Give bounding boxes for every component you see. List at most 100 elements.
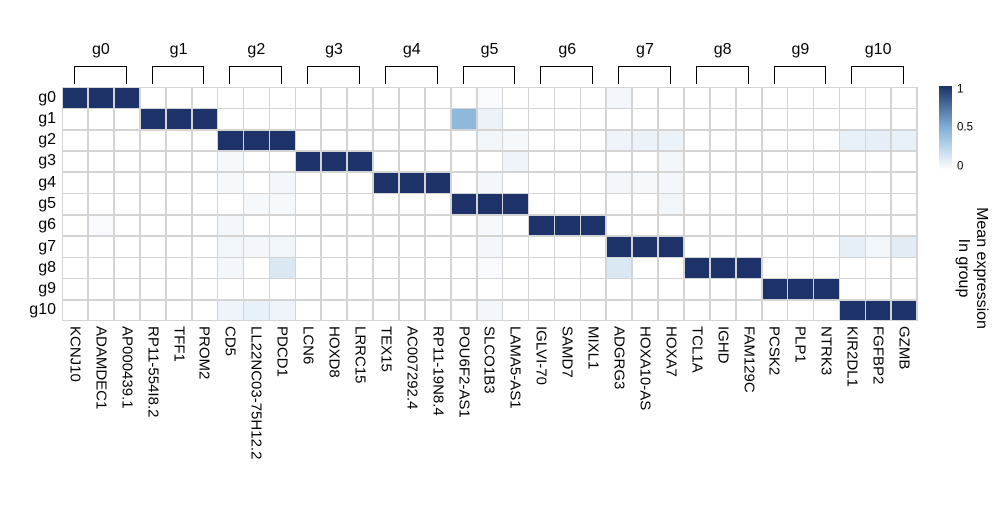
- heatmap-cell: [270, 258, 295, 278]
- heatmap-cell: [607, 279, 632, 300]
- heatmap-cell: [477, 151, 502, 172]
- heatmap-cell: [296, 151, 321, 172]
- heatmap-cell: [762, 236, 787, 257]
- heatmap-cell: [114, 151, 140, 172]
- heatmap-cell: [632, 194, 658, 215]
- heatmap-cell: [373, 300, 399, 321]
- column-label: RP11-19N8.4: [429, 326, 447, 416]
- heatmap-cell: [684, 130, 710, 151]
- heatmap-cell: [88, 109, 114, 129]
- column-label: IGHD: [714, 326, 732, 364]
- heatmap-cell: [503, 194, 528, 215]
- heatmap-cell: [658, 194, 684, 215]
- heatmap-cell: [840, 258, 865, 278]
- heatmap-cell: [322, 151, 347, 172]
- heatmap-cell: [788, 236, 813, 257]
- heatmap-cell: [88, 173, 114, 193]
- heatmap-cell: [399, 194, 425, 215]
- heatmap-cell: [399, 215, 425, 236]
- heatmap-cell: [296, 215, 321, 236]
- column-label: PCSK2: [765, 326, 783, 376]
- group-label: g2: [247, 41, 266, 58]
- heatmap-cell: [270, 236, 295, 257]
- heatmap-cell: [322, 258, 347, 278]
- heatmap-cell: [140, 173, 166, 193]
- heatmap-cell: [710, 194, 736, 215]
- heatmap-cell: [88, 215, 114, 236]
- heatmap-cell: [451, 88, 476, 108]
- heatmap-cell: [684, 151, 710, 172]
- column-label: SLCO1B3: [480, 326, 498, 394]
- heatmap-cell: [373, 194, 399, 215]
- column-label: HOXD8: [325, 326, 343, 378]
- heatmap-cell: [788, 130, 813, 151]
- column-label: KCNJ10: [66, 326, 84, 382]
- heatmap-cell: [840, 215, 865, 236]
- heatmap-cell: [347, 194, 373, 215]
- heatmap-cell: [166, 236, 191, 257]
- heatmap-cell: [555, 215, 580, 236]
- heatmap-cell: [607, 194, 632, 215]
- heatmap-cell: [166, 258, 191, 278]
- heatmap-cell: [632, 258, 658, 278]
- heatmap-cell: [63, 258, 88, 278]
- heatmap-cell: [581, 194, 606, 215]
- heatmap-cell: [892, 130, 917, 151]
- column-label: LL22NC03-75H12.2: [247, 326, 265, 460]
- heatmap-cell: [736, 300, 761, 321]
- heatmap-cell: [63, 130, 88, 151]
- colorbar-title: Mean expression In group: [954, 207, 990, 329]
- heatmap-cell: [166, 88, 191, 108]
- column-label: AP000439.1: [118, 326, 136, 409]
- heatmap-cell: [581, 151, 606, 172]
- heatmap-cell: [114, 194, 140, 215]
- heatmap-cell: [529, 130, 554, 151]
- row-label: g0: [38, 88, 56, 106]
- column-label: FGFBP2: [869, 326, 887, 385]
- colorbar-tick-label: 0: [957, 160, 964, 173]
- heatmap-cell: [218, 173, 243, 193]
- heatmap-cell: [684, 300, 710, 321]
- heatmap-cell: [477, 215, 502, 236]
- heatmap-cell: [140, 88, 166, 108]
- heatmap-cell: [166, 215, 191, 236]
- heatmap-cell: [270, 151, 295, 172]
- heatmap-cell: [814, 258, 839, 278]
- heatmap-cell: [788, 151, 813, 172]
- heatmap-cell: [218, 279, 243, 300]
- heatmap-cell: [736, 258, 761, 278]
- heatmap-cell: [503, 300, 528, 321]
- heatmap-cell: [399, 258, 425, 278]
- heatmap-cell: [347, 151, 373, 172]
- heatmap-cell: [63, 194, 88, 215]
- heatmap-cell: [244, 151, 269, 172]
- heatmap-cell: [866, 151, 891, 172]
- heatmap-cell: [503, 236, 528, 257]
- heatmap-cell: [658, 258, 684, 278]
- heatmap-cell: [477, 173, 502, 193]
- heatmap-cell: [425, 88, 451, 108]
- heatmap-cell: [710, 236, 736, 257]
- heatmap-cell: [218, 236, 243, 257]
- heatmap-cell: [192, 236, 217, 257]
- heatmap-cell: [658, 151, 684, 172]
- row-label: g8: [38, 258, 56, 276]
- heatmap-cell: [762, 279, 787, 300]
- heatmap-cell: [710, 279, 736, 300]
- heatmap-cell: [814, 151, 839, 172]
- heatmap-cell: [218, 130, 243, 151]
- heatmap-cell: [840, 88, 865, 108]
- heatmap-cell: [892, 215, 917, 236]
- heatmap-grid: [62, 87, 918, 321]
- heatmap-cell: [477, 88, 502, 108]
- heatmap-cell: [762, 300, 787, 321]
- group-bracket: [307, 66, 360, 84]
- heatmap-cell: [270, 88, 295, 108]
- heatmap-cell: [607, 88, 632, 108]
- heatmap-cell: [866, 300, 891, 321]
- heatmap-cell: [477, 300, 502, 321]
- heatmap-cell: [244, 215, 269, 236]
- heatmap-cell: [347, 173, 373, 193]
- column-label: KIR2DL1: [843, 326, 861, 387]
- heatmap-cell: [529, 258, 554, 278]
